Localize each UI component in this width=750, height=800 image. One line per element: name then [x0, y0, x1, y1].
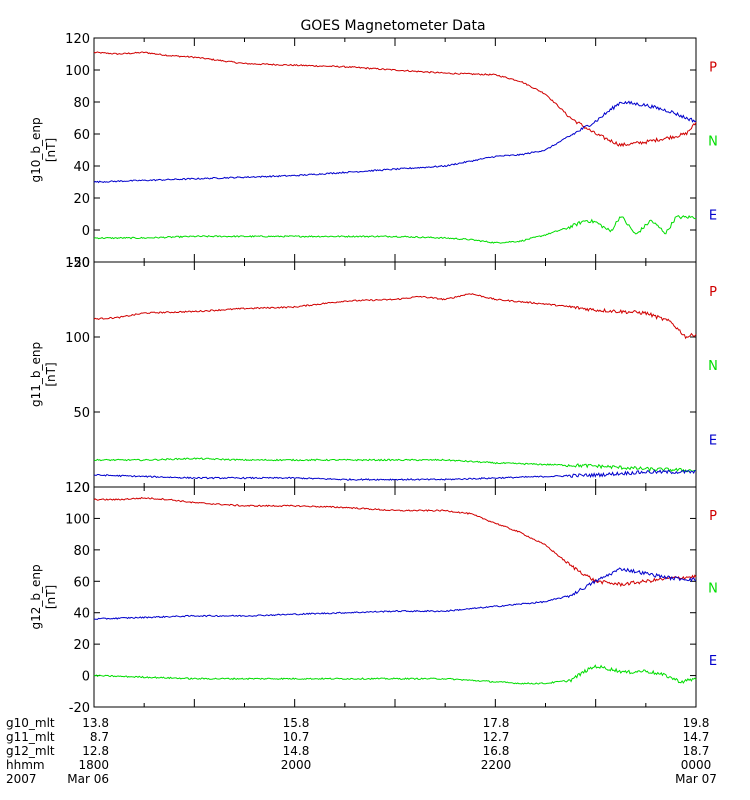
- y-tick-label: -20: [69, 701, 90, 716]
- y-tick-label: 120: [65, 481, 90, 496]
- footer-value: 2000: [281, 758, 312, 772]
- footer-value: 16.8: [483, 744, 510, 758]
- y-tick-label: 40: [73, 607, 90, 622]
- series-e-line: [93, 100, 697, 184]
- footer-value: 15.8: [283, 716, 310, 730]
- series-n-line: [93, 214, 696, 244]
- y-tick-label: 60: [73, 128, 90, 143]
- legend-p: P: [709, 285, 717, 300]
- footer-row-label: g10_mlt: [6, 716, 55, 730]
- footer-value: Mar 07: [675, 772, 717, 786]
- y-tick-label: 50: [73, 406, 90, 421]
- legend-e: E: [709, 433, 717, 448]
- footer-value: 19.8: [683, 716, 710, 730]
- chart-title: GOES Magnetometer Data: [300, 18, 485, 34]
- footer-value: 17.8: [483, 716, 510, 730]
- series-n-line: [93, 664, 697, 685]
- footer-value: 8.7: [90, 730, 109, 744]
- y-axis-unit: [nT]: [44, 362, 58, 386]
- y-tick-label: 40: [73, 160, 90, 175]
- footer-value: 12.7: [483, 730, 510, 744]
- series-n-line: [93, 457, 697, 473]
- legend-n: N: [708, 359, 718, 374]
- y-tick-label: 20: [73, 192, 90, 207]
- legend-e: E: [709, 208, 717, 223]
- series-p-line: [93, 496, 697, 588]
- footer-value: 1800: [78, 758, 109, 772]
- legend-n: N: [708, 135, 718, 150]
- y-axis-label: g12_b_enp: [29, 564, 43, 629]
- y-tick-label: 150: [65, 256, 90, 271]
- footer-value: Mar 06: [67, 772, 109, 786]
- legend-e: E: [709, 654, 717, 669]
- footer-value: 10.7: [283, 730, 310, 744]
- y-axis-unit: [nT]: [44, 585, 58, 609]
- footer-row-label: g11_mlt: [6, 730, 55, 744]
- footer-value: 14.8: [283, 744, 310, 758]
- footer-value: 14.7: [683, 730, 710, 744]
- panel-frame: [93, 261, 697, 488]
- panel-frame: [93, 486, 697, 708]
- y-axis-label: g11_b_enp: [29, 342, 43, 407]
- y-tick-label: 60: [73, 575, 90, 590]
- legend-n: N: [708, 582, 718, 597]
- series-p-line: [93, 51, 697, 148]
- footer-row-label: hhmm: [6, 758, 45, 772]
- series-e-line: [93, 567, 697, 620]
- y-tick-label: -20: [69, 256, 90, 271]
- y-tick-label: 80: [73, 96, 90, 111]
- y-tick-label: 20: [73, 638, 90, 653]
- y-tick-label: 100: [65, 64, 90, 79]
- y-tick-label: 120: [65, 32, 90, 47]
- footer-value: 18.7: [683, 744, 710, 758]
- y-tick-label: 0: [82, 481, 90, 496]
- panel-3: -20 0 20 40 60 80 100 120 g12_b_enp [nT] P N E: [29, 481, 718, 716]
- footer-value: 12.8: [82, 744, 109, 758]
- footer-value: 0000: [681, 758, 712, 772]
- y-tick-label: 100: [65, 512, 90, 527]
- series-p-line: [93, 293, 697, 340]
- panel-1: -20 0 20 40 60 80 100 120 g10_b_enp [nT] P N E: [29, 32, 718, 271]
- y-axis-label: g10_b_enp: [29, 117, 43, 182]
- y-tick-label: 0: [82, 224, 90, 239]
- legend-p: P: [709, 61, 717, 76]
- series-e-line: [93, 469, 697, 481]
- legend-p: P: [709, 509, 717, 524]
- y-tick-label: 0: [82, 670, 90, 685]
- panel-2: 0 50 100 150 g11_b_enp [nT] P N E: [29, 256, 718, 496]
- y-tick-label: 80: [73, 544, 90, 559]
- y-tick-label: 100: [65, 331, 90, 346]
- time-axis-footer: g10_mlt 13.8 15.8 17.8 19.8 g11_mlt 8.7 10.7 12.…: [6, 716, 717, 786]
- footer-row-label: g12_mlt: [6, 744, 55, 758]
- footer-row-label: 2007: [6, 772, 37, 786]
- footer-value: 13.8: [82, 716, 109, 730]
- y-axis-unit: [nT]: [44, 138, 58, 162]
- footer-value: 2200: [481, 758, 512, 772]
